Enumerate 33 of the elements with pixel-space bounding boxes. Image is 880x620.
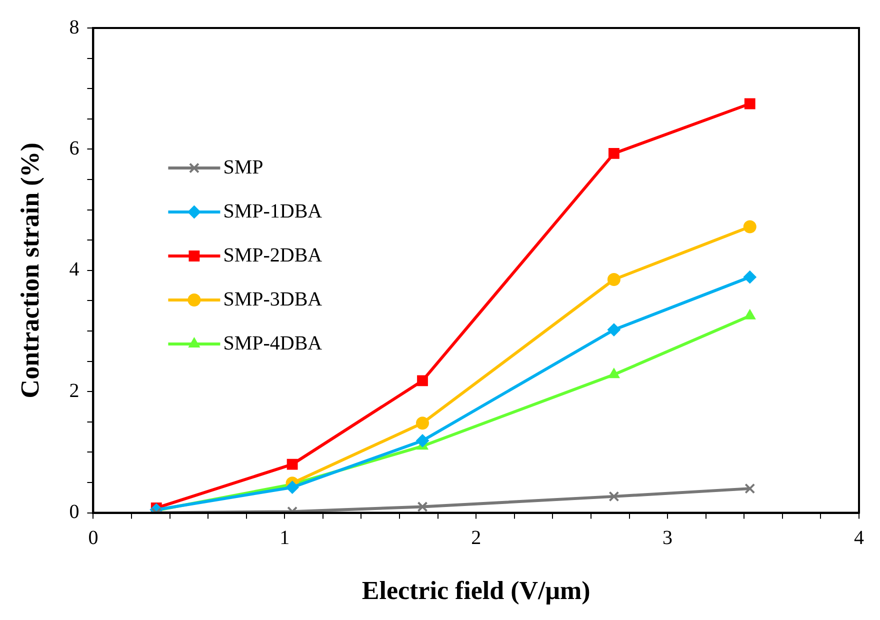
- point: [417, 502, 428, 512]
- legend-label: SMP-3DBA: [223, 288, 323, 310]
- x-tick-label: 3: [662, 527, 673, 550]
- point: [417, 375, 428, 386]
- y-axis-title: Contraction strain (%): [15, 142, 44, 398]
- point: [416, 416, 429, 430]
- point: [416, 434, 429, 448]
- point: [608, 491, 620, 502]
- point: [286, 458, 298, 470]
- point: [608, 148, 620, 159]
- legend-label: SMP-4DBA: [223, 332, 323, 354]
- point: [286, 480, 299, 494]
- x-axis-title: Electric field (V/μm): [362, 576, 590, 606]
- point: [744, 309, 756, 320]
- x-tick-label: 4: [854, 527, 864, 550]
- x-tick-label: 0: [88, 527, 98, 550]
- point: [607, 272, 620, 286]
- x-tick-label: 2: [471, 527, 482, 550]
- x-tick-label: 1: [280, 527, 290, 550]
- legend-label: SMP-1DBA: [223, 200, 323, 222]
- y-tick-label: 2: [69, 380, 80, 402]
- y-tick-label: 4: [69, 258, 80, 281]
- point: [743, 220, 756, 234]
- legend-label: SMP-2DBA: [223, 244, 323, 266]
- y-tick-label: 6: [69, 137, 80, 160]
- point: [608, 368, 620, 378]
- point: [743, 270, 756, 284]
- point: [607, 323, 620, 336]
- point: [744, 98, 756, 110]
- legend-label: SMP: [223, 156, 264, 178]
- point: [744, 483, 756, 494]
- y-tick-label: 8: [69, 16, 80, 38]
- y-tick-label: 0: [69, 501, 80, 524]
